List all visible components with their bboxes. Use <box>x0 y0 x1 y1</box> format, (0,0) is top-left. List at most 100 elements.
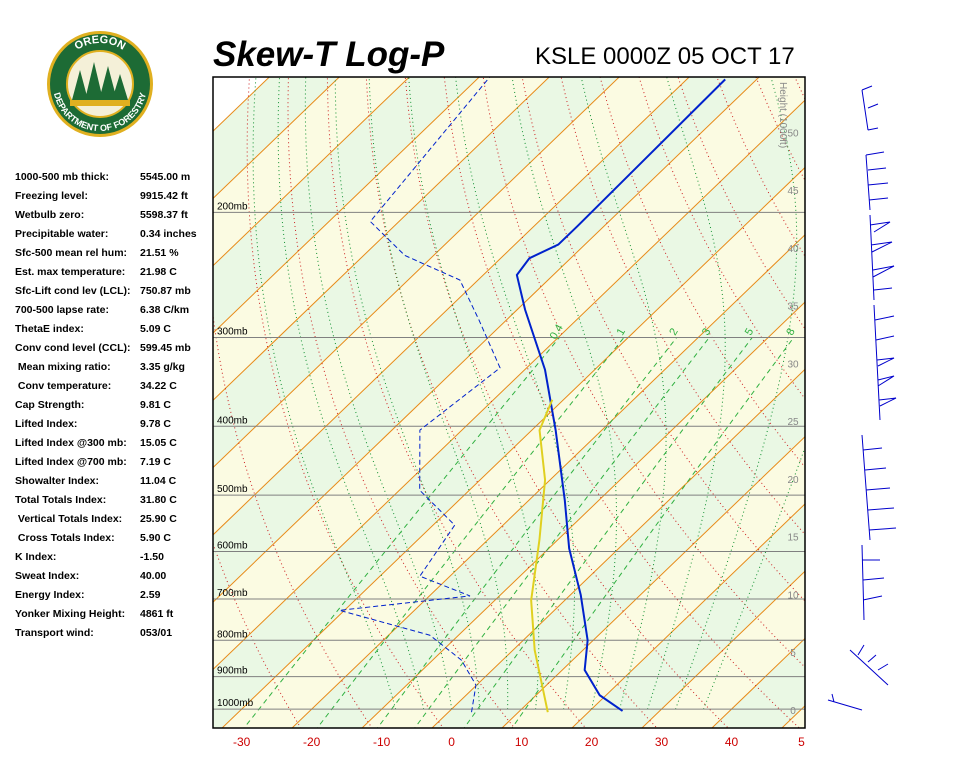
isotherm <box>213 77 690 536</box>
index-value: 053/01 <box>140 627 172 639</box>
index-label: Conv temperature: <box>15 380 111 392</box>
x-tick-label: -20 <box>303 735 321 749</box>
dry-adiabat <box>404 77 729 728</box>
isotherm <box>291 234 805 728</box>
dry-adiabat <box>909 0 960 739</box>
moist-adiabat <box>368 77 509 710</box>
index-value: 40.00 <box>140 570 166 582</box>
isotherm <box>213 77 760 603</box>
x-tick-label: -30 <box>233 735 251 749</box>
y2-tick-label: 50 <box>787 128 799 139</box>
index-value: 5545.00 m <box>140 171 190 183</box>
mixing-ratio-label: 1 <box>615 326 628 337</box>
x-tick-label: 40 <box>725 735 739 749</box>
chart-subtitle: KSLE 0000Z 05 OCT 17 <box>535 43 795 70</box>
mixing-ratio-label: 3 <box>700 326 713 337</box>
index-label: Energy Index: <box>15 589 84 601</box>
chart-title: Skew-T Log-P <box>213 35 445 74</box>
y-tick-label: 1000mb <box>217 698 254 709</box>
isotherm-band <box>213 77 805 670</box>
index-label: Sfc-Lift cond lev (LCL): <box>15 285 131 297</box>
dry-adiabat <box>482 77 805 668</box>
isotherm <box>213 77 411 267</box>
index-label: Total Totals Index: <box>15 494 106 506</box>
index-value: 5598.37 ft <box>140 209 188 221</box>
index-value: 3.35 g/kg <box>140 361 185 373</box>
isotherm <box>571 503 805 728</box>
isotherm <box>213 77 550 401</box>
wind-barbs <box>827 85 897 711</box>
plot-frame <box>212 76 806 729</box>
index-value: 7.19 C <box>140 456 171 468</box>
isotherm <box>213 77 271 132</box>
dry-adiabat <box>873 0 960 739</box>
index-value: 15.05 C <box>140 437 177 449</box>
index-value: 11.04 C <box>140 475 177 487</box>
index-label: Est. max temperature: <box>15 266 125 278</box>
index-label: Mean mixing ratio: <box>15 361 111 373</box>
y2-tick-label: 10 <box>787 590 799 601</box>
dry-adiabat <box>213 311 373 728</box>
y2-tick-label: 20 <box>787 475 799 486</box>
x-tick-label: 0 <box>448 735 455 749</box>
index-value: 0.34 inches <box>140 228 197 240</box>
index-label: Transport wind: <box>15 627 94 639</box>
isotherm <box>213 77 620 469</box>
isotherm <box>841 0 960 739</box>
y2-tick-label: 45 <box>787 186 799 197</box>
profile-line <box>339 77 501 713</box>
index-label: Wetbulb zero: <box>15 209 84 221</box>
index-label: ThetaE index: <box>15 323 84 335</box>
y2-tick-label: 40 <box>787 244 799 255</box>
index-value: 750.87 mb <box>140 285 191 297</box>
index-value: 21.51 % <box>140 247 179 259</box>
index-label: Sweat Index: <box>15 570 79 582</box>
y2-tick-label: 35 <box>787 302 799 313</box>
index-label: Yonker Mixing Height: <box>15 608 125 620</box>
moist-adiabat <box>647 77 726 710</box>
logo-top: OREGON <box>73 34 128 53</box>
y2-tick-label: 30 <box>787 359 799 370</box>
index-label: 1000-500 mb thick: <box>15 171 109 183</box>
moist-adiabat <box>304 77 453 710</box>
labels: 0.4 1 2 3 5 81000mb900mb800mb700mb600mb500mb4… <box>217 82 805 749</box>
dry-adiabat <box>365 77 658 728</box>
index-value: 2.59 <box>140 589 161 601</box>
y-tick-label: 200mb <box>217 201 248 212</box>
isotherm-band <box>213 100 805 728</box>
index-value: 5.09 C <box>140 323 171 335</box>
indices-table: 1000-500 mb thick: 5545.00 m Freezing leve… <box>15 171 197 639</box>
index-value: -1.50 <box>140 551 164 563</box>
profile-line <box>515 78 726 712</box>
mixing-ratio-label: 5 <box>743 326 756 337</box>
y-tick-label: 900mb <box>217 666 248 677</box>
index-label: Vertical Totals Index: <box>15 513 122 525</box>
dry-adiabat <box>946 0 960 739</box>
isotherm-band <box>841 0 960 739</box>
y2-tick-label: 5 <box>790 648 796 659</box>
index-value: 599.45 mb <box>140 342 191 354</box>
index-value: 5.90 C <box>140 532 171 544</box>
index-value: 25.90 C <box>140 513 177 525</box>
isotherm <box>431 368 805 728</box>
mixing-ratio-line <box>511 337 795 728</box>
index-value: 9.78 C <box>140 418 171 430</box>
isotherm <box>361 301 805 728</box>
mixing-ratio-label: 2 <box>667 326 680 337</box>
index-value: 9.81 C <box>140 399 171 411</box>
index-value: 31.80 C <box>140 494 177 506</box>
y2-tick-label: 25 <box>787 417 799 428</box>
index-label: Conv cond level (CCL): <box>15 342 131 354</box>
isotherm <box>213 77 341 200</box>
moist-adiabat <box>511 77 618 710</box>
y-tick-label: 400mb <box>217 415 248 426</box>
isotherm <box>221 166 805 728</box>
index-label: Sfc-500 mean rel hum: <box>15 247 127 259</box>
index-label: Cap Strength: <box>15 399 84 411</box>
isotherm <box>501 435 805 728</box>
index-label: Freezing level: <box>15 190 88 202</box>
index-value: 9915.42 ft <box>140 190 188 202</box>
index-label: Showalter Index: <box>15 475 99 487</box>
y2-tick-label: 15 <box>787 533 799 544</box>
y-tick-label: 600mb <box>217 540 248 551</box>
